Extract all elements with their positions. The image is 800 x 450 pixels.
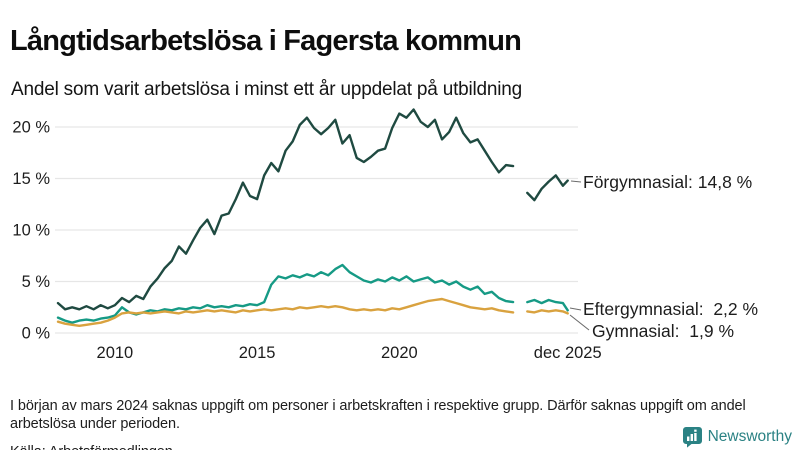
y-tick-label: 20 % [12, 119, 50, 137]
x-axis-tick-labels: 2010 2015 2020 dec 2025 [97, 344, 602, 362]
y-tick-label: 5 % [22, 273, 51, 291]
gridlines [55, 126, 578, 334]
x-tick-label: 2015 [239, 344, 276, 362]
y-axis-tick-labels: 0 % 5 % 10 % 15 % 20 % [12, 119, 50, 343]
leader-line [569, 314, 590, 331]
y-tick-label: 0 % [22, 325, 51, 343]
series-line-forgymnasial [56, 108, 569, 311]
chart-svg: Förgymnasial: 14,8 % Eftergymnasial: 2,2 … [12, 108, 758, 362]
source-text: Källa: Arbetsförmedlingen [10, 444, 173, 450]
newsworthy-logo-icon [682, 427, 702, 448]
page-title: Långtidsarbetslösa i Fagersta kommun [10, 25, 522, 58]
chart-subtitle: Andel som varit arbetslösa i minst ett å… [11, 79, 523, 100]
series-end-labels: Förgymnasial: 14,8 % Eftergymnasial: 2,2 … [583, 172, 758, 341]
leader-line [570, 180, 582, 183]
x-tick-label: dec 2025 [534, 344, 602, 362]
x-tick-label: 2010 [97, 344, 134, 362]
series-end-label: Eftergymnasial: 2,2 % [583, 299, 758, 319]
series-line-gymnasial [56, 297, 569, 327]
series-end-label: Gymnasial: 1,9 % [592, 321, 734, 341]
series-end-label: Förgymnasial: 14,8 % [583, 172, 752, 192]
series-lines [56, 108, 569, 327]
y-tick-label: 10 % [12, 222, 50, 240]
brand-name: Newsworthy [707, 428, 792, 445]
x-tick-label: 2020 [381, 344, 418, 362]
brand-link[interactable]: Newsworthy [682, 426, 792, 448]
leader-line [569, 307, 582, 311]
label-leader-lines [569, 180, 590, 331]
y-tick-label: 15 % [12, 170, 50, 188]
chart-footnote: I början av mars 2024 saknas uppgift om … [10, 397, 746, 433]
